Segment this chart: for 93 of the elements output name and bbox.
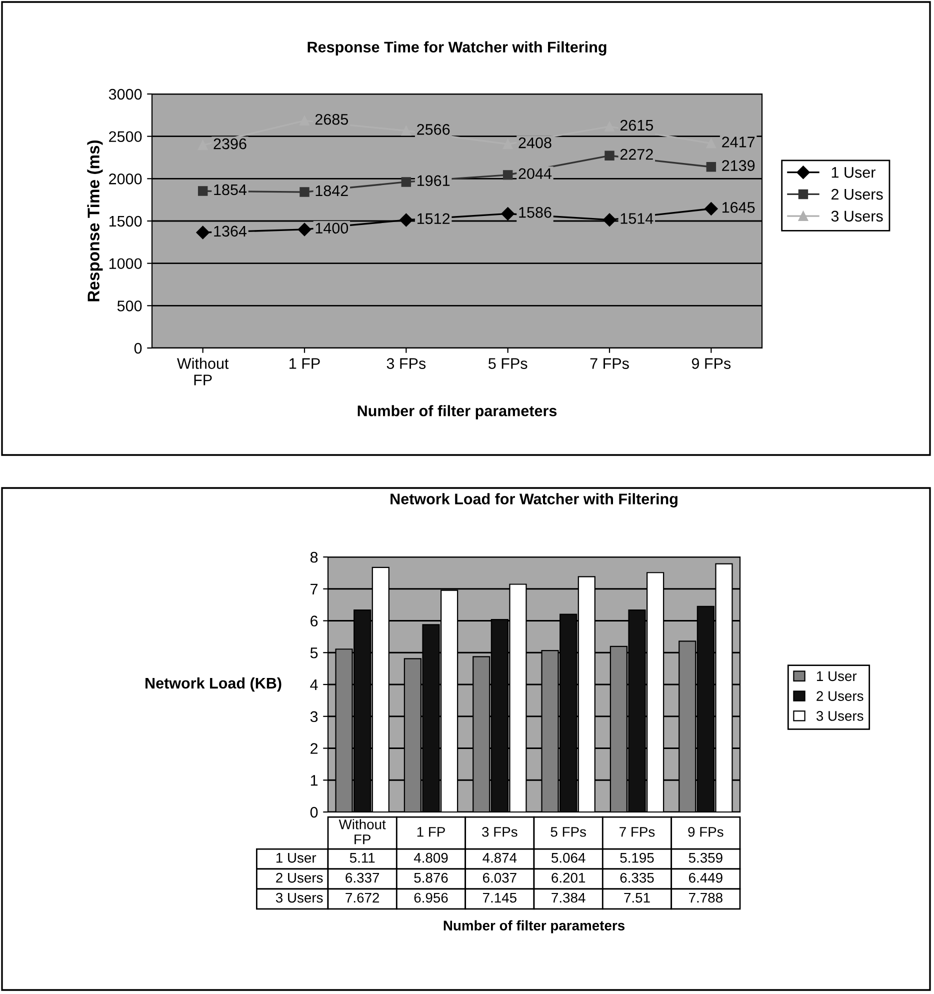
data-label: 7.145 bbox=[483, 892, 516, 903]
x-tick-label: 3 FPs bbox=[482, 826, 518, 837]
y-tick-label: 3 bbox=[310, 711, 318, 722]
x-axis-title: Number of filter parameters bbox=[358, 405, 557, 420]
x-tick-label: 5 FPs bbox=[488, 358, 528, 369]
point bbox=[196, 226, 210, 240]
chart-title: Network Load for Watcher with Filtering bbox=[390, 493, 678, 508]
data-label: 6.037 bbox=[482, 872, 516, 883]
y-tick-label: 2 bbox=[310, 743, 318, 754]
x-tick-label: 9 FPs bbox=[688, 826, 724, 837]
legend-label: 1 User bbox=[832, 167, 876, 178]
x-tick-label: 1 FP bbox=[290, 358, 320, 369]
y-tick-label: 1 bbox=[310, 775, 318, 786]
y-tick-label: 7 bbox=[310, 584, 318, 594]
text: 2 Users bbox=[276, 872, 323, 883]
y-tick-label: 6 bbox=[310, 616, 318, 626]
legend-label: 2 Users bbox=[831, 188, 883, 200]
data-label: 5.876 bbox=[414, 872, 448, 883]
data-label: 4.809 bbox=[414, 852, 448, 863]
data-label: 1514 bbox=[620, 213, 654, 224]
data-label: 2685 bbox=[315, 114, 348, 125]
data-label: 6.337 bbox=[346, 872, 380, 883]
data-label: 2566 bbox=[417, 124, 450, 135]
data-label: 2408 bbox=[518, 137, 552, 148]
y-tick-label: 2500 bbox=[109, 131, 142, 142]
data-label: 2044 bbox=[518, 168, 552, 180]
point bbox=[300, 187, 310, 197]
x-tick-label: 5 FPs bbox=[550, 827, 586, 837]
y-axis-title: Response Time (ms) bbox=[87, 140, 103, 302]
x-tick-label: Without FP bbox=[338, 819, 386, 844]
point bbox=[704, 202, 718, 216]
point bbox=[401, 126, 412, 136]
data-label: 1586 bbox=[519, 207, 552, 218]
legend-label: 3 Users bbox=[831, 210, 883, 222]
text: 3 Users bbox=[276, 892, 323, 903]
point bbox=[401, 177, 412, 187]
x-tick-label: 3 FPs bbox=[386, 358, 426, 369]
legend-label: 3 Users bbox=[816, 711, 864, 721]
data-label: 7.384 bbox=[552, 892, 586, 903]
data-label: 2615 bbox=[620, 120, 654, 131]
point bbox=[502, 170, 513, 180]
point bbox=[400, 213, 413, 227]
point bbox=[501, 207, 514, 220]
y-tick-label: 8 bbox=[310, 552, 318, 563]
data-label: 7.51 bbox=[624, 892, 650, 903]
x-tick-label: 7 FPs bbox=[590, 358, 629, 369]
data-label: 2139 bbox=[722, 160, 755, 171]
y-tick-label: 1500 bbox=[109, 216, 142, 227]
data-label: 5.359 bbox=[688, 852, 722, 863]
data-label: 7.672 bbox=[346, 892, 380, 903]
point bbox=[198, 186, 208, 196]
data-label: 2396 bbox=[214, 138, 246, 150]
y-tick-label: 0 bbox=[134, 342, 142, 354]
point bbox=[602, 213, 616, 226]
y-tick-label: 3000 bbox=[108, 88, 142, 100]
legend-label: 1 User bbox=[816, 671, 857, 682]
data-label: 6.449 bbox=[688, 872, 722, 883]
data-label: 1645 bbox=[722, 202, 755, 213]
data-label: 1961 bbox=[418, 175, 450, 186]
data-label: 1364 bbox=[214, 226, 247, 237]
x-tick-label: 7 FPs bbox=[620, 827, 655, 837]
y-tick-label: 0 bbox=[310, 806, 318, 818]
y-tick-label: 500 bbox=[117, 300, 142, 312]
data-label: 1400 bbox=[316, 222, 348, 234]
data-label: 1854 bbox=[214, 184, 247, 196]
x-tick-label: 9 FPs bbox=[692, 358, 731, 369]
data-label: 5.195 bbox=[620, 852, 654, 863]
chart-title: Response Time for Watcher with Filtering bbox=[308, 41, 606, 56]
data-label: 6.956 bbox=[414, 892, 448, 903]
data-label: 6.335 bbox=[620, 872, 654, 883]
y-tick-label: 1000 bbox=[109, 258, 142, 270]
data-label: 5.064 bbox=[552, 852, 586, 863]
point bbox=[604, 150, 614, 160]
data-label: 1512 bbox=[418, 213, 450, 224]
legend-label: 2 Users bbox=[816, 691, 864, 701]
x-axis-title: Number of filter parameters bbox=[444, 920, 625, 934]
y-tick-label: 4 bbox=[310, 680, 318, 690]
point bbox=[706, 162, 716, 172]
data-label: 2417 bbox=[722, 136, 755, 148]
data-label: 4.874 bbox=[482, 852, 517, 863]
data-label: 2272 bbox=[620, 148, 653, 160]
data-label: 1842 bbox=[316, 185, 348, 196]
y-tick-label: 5 bbox=[310, 648, 318, 658]
y-axis-title: Network Load (KB) bbox=[146, 677, 282, 692]
data-label: 5.11 bbox=[350, 853, 375, 863]
point bbox=[706, 138, 716, 148]
data-label: 6.201 bbox=[552, 872, 586, 883]
x-tick-label: 1 FP bbox=[417, 827, 445, 837]
x-tick-label: Without FP bbox=[177, 358, 229, 386]
y-tick-label: 2000 bbox=[109, 174, 142, 184]
text: 1 User bbox=[276, 853, 316, 863]
point bbox=[298, 222, 312, 236]
data-label: 7.788 bbox=[689, 892, 722, 903]
